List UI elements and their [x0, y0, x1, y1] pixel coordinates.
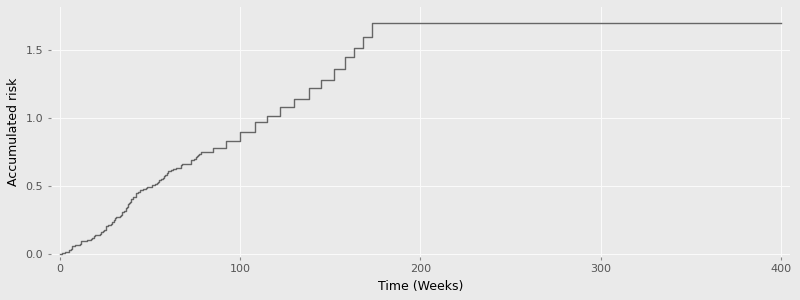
X-axis label: Time (Weeks): Time (Weeks)	[378, 280, 463, 293]
Y-axis label: Accumulated risk: Accumulated risk	[7, 78, 20, 186]
